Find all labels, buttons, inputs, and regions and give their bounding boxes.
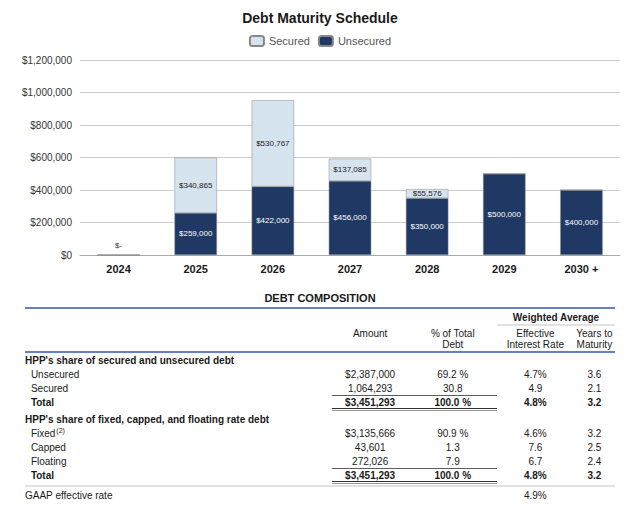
- svg-text:Floating: Floating: [31, 456, 67, 467]
- svg-text:HPP's share of secured and uns: HPP's share of secured and unsecured deb…: [25, 355, 235, 366]
- svg-text:Total: Total: [31, 397, 54, 408]
- svg-text:69.2 %: 69.2 %: [437, 369, 468, 380]
- svg-text:Debt: Debt: [442, 339, 463, 350]
- svg-text:4.8%: 4.8%: [524, 397, 547, 408]
- svg-text:2.4: 2.4: [587, 456, 601, 467]
- svg-text:272,026: 272,026: [352, 456, 389, 467]
- svg-text:$1,000,000: $1,000,000: [22, 87, 72, 98]
- svg-text:3.2: 3.2: [587, 470, 601, 481]
- svg-text:Weighted Average: Weighted Average: [513, 312, 600, 323]
- svg-text:Years to: Years to: [576, 328, 613, 339]
- svg-text:Interest Rate: Interest Rate: [507, 339, 565, 350]
- svg-text:Secured: Secured: [31, 383, 68, 394]
- svg-text:$800,000: $800,000: [30, 120, 72, 131]
- svg-text:$600,000: $600,000: [30, 152, 72, 163]
- svg-text:$422,000: $422,000: [256, 216, 290, 225]
- svg-text:Debt Maturity Schedule: Debt Maturity Schedule: [242, 10, 398, 26]
- svg-text:100.0 %: 100.0 %: [434, 470, 471, 481]
- svg-text:Capped: Capped: [31, 442, 66, 453]
- svg-text:1.3: 1.3: [446, 442, 460, 453]
- svg-text:4.8%: 4.8%: [524, 470, 547, 481]
- svg-text:1,064,293: 1,064,293: [348, 383, 393, 394]
- svg-text:% of Total: % of Total: [431, 328, 475, 339]
- svg-text:$137,085: $137,085: [333, 165, 367, 174]
- svg-text:30.8: 30.8: [443, 383, 463, 394]
- svg-text:$1,200,000: $1,200,000: [22, 55, 72, 66]
- svg-text:Unsecured: Unsecured: [31, 369, 79, 380]
- svg-text:$340,865: $340,865: [179, 181, 213, 190]
- svg-text:Total: Total: [31, 470, 54, 481]
- svg-text:Maturity: Maturity: [577, 339, 613, 350]
- svg-text:43,601: 43,601: [355, 442, 386, 453]
- svg-text:Secured: Secured: [269, 35, 310, 47]
- svg-text:2028: 2028: [415, 263, 439, 275]
- svg-text:2024: 2024: [106, 263, 131, 275]
- svg-text:2027: 2027: [338, 263, 362, 275]
- svg-text:$500,000: $500,000: [488, 210, 522, 219]
- svg-text:6.7: 6.7: [528, 456, 542, 467]
- svg-text:(2): (2): [56, 427, 65, 435]
- svg-text:HPP's share of fixed, capped,: HPP's share of fixed, capped, and floati…: [25, 414, 270, 425]
- svg-text:Fixed: Fixed: [31, 428, 55, 439]
- svg-text:$259,000: $259,000: [179, 229, 213, 238]
- svg-text:$400,000: $400,000: [30, 185, 72, 196]
- svg-text:GAAP effective rate: GAAP effective rate: [25, 490, 113, 501]
- svg-text:Effective: Effective: [516, 328, 555, 339]
- svg-text:$350,000: $350,000: [410, 222, 444, 231]
- svg-text:2030 +: 2030 +: [564, 263, 598, 275]
- svg-text:$200,000: $200,000: [30, 217, 72, 228]
- svg-text:4.9: 4.9: [528, 383, 542, 394]
- svg-text:$456,000: $456,000: [333, 213, 367, 222]
- svg-text:Amount: Amount: [353, 328, 388, 339]
- svg-text:$0: $0: [61, 250, 73, 261]
- svg-text:2029: 2029: [492, 263, 516, 275]
- svg-text:$400,000: $400,000: [565, 218, 599, 227]
- svg-text:$-: $-: [115, 241, 122, 250]
- svg-text:4.7%: 4.7%: [524, 369, 547, 380]
- svg-text:3.2: 3.2: [587, 428, 601, 439]
- svg-text:90.9 %: 90.9 %: [437, 428, 468, 439]
- svg-text:$530,767: $530,767: [256, 139, 290, 148]
- svg-text:2025: 2025: [183, 263, 207, 275]
- svg-text:$2,387,000: $2,387,000: [345, 369, 395, 380]
- svg-text:2.5: 2.5: [587, 442, 601, 453]
- svg-text:$3,451,293: $3,451,293: [345, 397, 395, 408]
- svg-text:$3,451,293: $3,451,293: [345, 470, 395, 481]
- svg-text:2.1: 2.1: [587, 383, 601, 394]
- svg-text:7.6: 7.6: [528, 442, 542, 453]
- svg-text:3.6: 3.6: [587, 369, 601, 380]
- svg-text:100.0 %: 100.0 %: [434, 397, 471, 408]
- svg-text:$55,576: $55,576: [413, 189, 442, 198]
- svg-text:3.2: 3.2: [587, 397, 601, 408]
- svg-text:2026: 2026: [261, 263, 285, 275]
- svg-text:7.9: 7.9: [446, 456, 460, 467]
- svg-text:$3,135,666: $3,135,666: [345, 428, 395, 439]
- svg-text:DEBT COMPOSITION: DEBT COMPOSITION: [264, 292, 375, 304]
- svg-text:4.9%: 4.9%: [524, 490, 547, 501]
- svg-text:Unsecured: Unsecured: [338, 35, 391, 47]
- svg-text:4.6%: 4.6%: [524, 428, 547, 439]
